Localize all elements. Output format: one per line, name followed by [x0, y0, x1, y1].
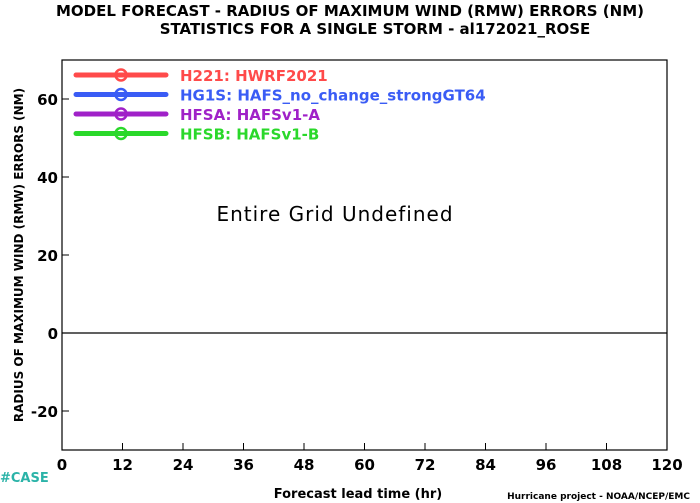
legend-marker [114, 126, 128, 141]
x-tick-label: 84 [475, 456, 496, 474]
y-tick-label: 20 [37, 247, 58, 265]
legend-marker [114, 107, 128, 121]
x-tick-label: 0 [57, 456, 67, 474]
case-tag: #CASE [0, 471, 49, 486]
x-tick-label: 60 [354, 456, 375, 474]
plot-frame [61, 59, 668, 451]
chart-subtitle: STATISTICS FOR A SINGLE STORM - al172021… [160, 20, 591, 38]
x-axis-ticks: 0 12 24 36 48 60 72 84 96 108 120 [57, 443, 683, 474]
legend-marker [114, 68, 128, 82]
x-tick-label: 24 [173, 456, 194, 474]
x-tick-label: 72 [415, 456, 436, 474]
x-tick-label: 108 [591, 456, 622, 474]
legend-label: HG1S: HAFS_no_change_strongGT64 [180, 87, 486, 105]
x-axis-label: Forecast lead time (hr) [274, 487, 442, 502]
x-tick-label: 96 [536, 456, 557, 474]
legend-label: HFSA: HAFSv1-A [180, 106, 320, 124]
legend: H221: HWRF2021 HG1S: HAFS_no_change_stron… [73, 67, 486, 144]
y-axis-ticks: -20 0 20 40 60 [31, 91, 69, 421]
legend-label: HFSB: HAFSv1-B [180, 126, 319, 144]
x-tick-label: 36 [233, 456, 254, 474]
x-tick-label: 12 [112, 456, 133, 474]
legend-label: H221: HWRF2021 [180, 67, 328, 85]
chart-title: MODEL FORECAST - RADIUS OF MAXIMUM WIND … [56, 2, 644, 20]
undefined-grid-note: Entire Grid Undefined [216, 202, 453, 226]
credit-text: Hurricane project - NOAA/NCEP/EMC [507, 492, 690, 502]
x-tick-label: 48 [294, 456, 315, 474]
y-tick-label: 0 [48, 325, 58, 343]
legend-marker [114, 87, 128, 102]
y-tick-label: -20 [31, 403, 58, 421]
y-tick-label: 60 [37, 91, 58, 109]
x-tick-label: 120 [651, 456, 682, 474]
y-axis-label: RADIUS OF MAXIMUM WIND (RMW) ERRORS (NM) [12, 88, 26, 422]
y-tick-label: 40 [37, 169, 58, 187]
